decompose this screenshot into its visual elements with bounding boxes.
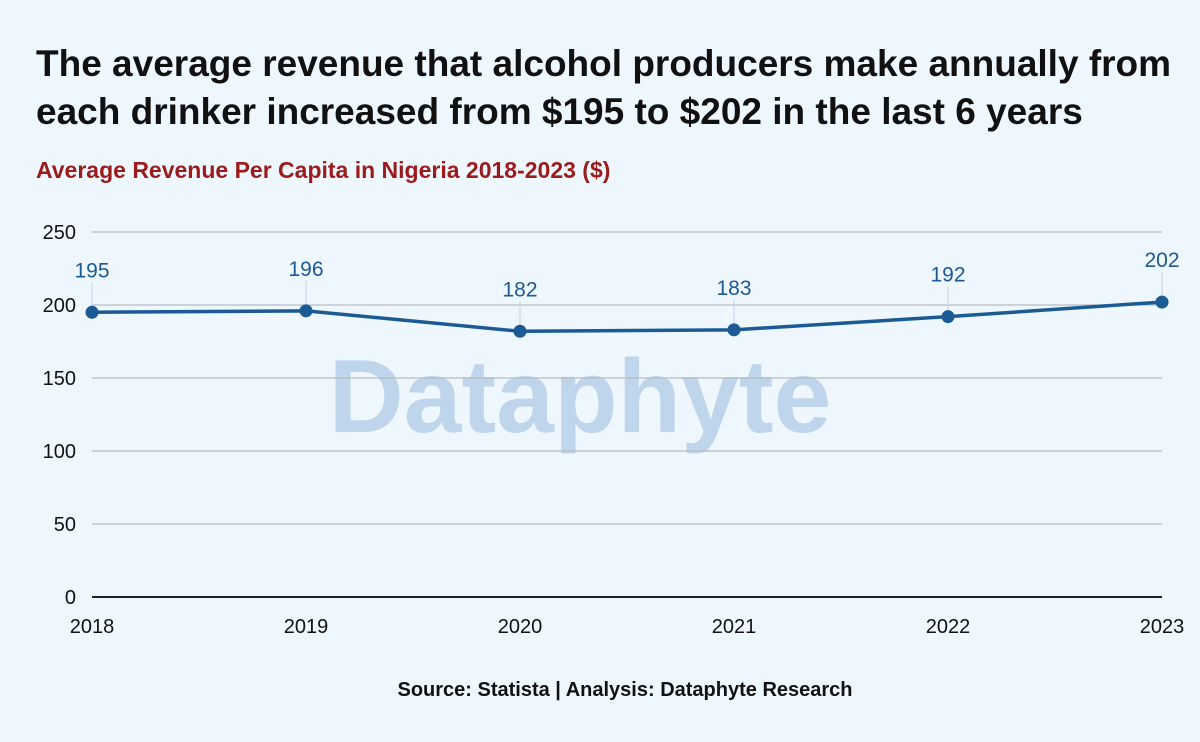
data-label: 183 [716,277,751,300]
chart-headline: The average revenue that alcohol produce… [36,43,1172,132]
y-tick-label: 50 [54,514,76,536]
data-label: 195 [74,259,109,282]
y-tick-label: 200 [43,295,76,317]
data-point [727,323,741,337]
dataphyte-watermark: Dataphyte [329,339,832,455]
data-labels: 195 196 182 183 192 202 [74,249,1179,301]
x-tick-label: 2022 [926,616,971,638]
data-point [941,310,955,324]
y-tick-label: 150 [43,368,76,390]
y-axis-ticks: 0 50 100 150 200 250 [43,222,76,609]
x-tick-label: 2020 [498,616,543,638]
data-label: 182 [502,278,537,301]
data-label-leaders [91,272,1163,326]
x-tick-label: 2018 [70,616,115,638]
data-label: 196 [288,258,323,281]
chart-subtitle: Average Revenue Per Capita in Nigeria 20… [36,157,611,183]
x-axis-ticks: 2018 2019 2020 2021 2022 2023 [70,616,1185,638]
data-point [299,304,313,318]
grid-lines [92,231,1162,598]
x-tick-label: 2023 [1140,616,1185,638]
data-points [85,295,1169,338]
y-tick-label: 100 [43,441,76,463]
data-label: 202 [1144,249,1179,272]
source-note: Source: Statista | Analysis: Dataphyte R… [397,679,853,701]
x-tick-label: 2019 [284,616,329,638]
y-tick-label: 250 [43,222,76,244]
data-label: 192 [930,264,965,287]
data-point [513,324,527,338]
series-line-path [90,300,1164,334]
data-point [85,305,99,319]
x-tick-label: 2021 [712,616,757,638]
y-tick-label: 0 [65,587,76,609]
data-point [1155,295,1169,309]
series-line [90,300,1164,334]
